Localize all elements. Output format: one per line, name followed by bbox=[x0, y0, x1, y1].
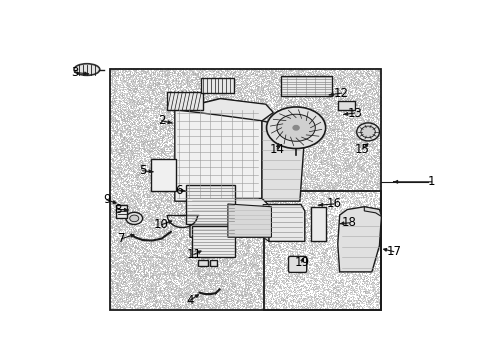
Text: 7: 7 bbox=[118, 232, 125, 245]
Bar bbox=[186, 185, 235, 224]
Text: 6: 6 bbox=[175, 184, 182, 197]
Bar bbox=[201, 78, 233, 93]
Polygon shape bbox=[268, 204, 304, 242]
Polygon shape bbox=[263, 204, 268, 242]
Bar bbox=[198, 260, 207, 266]
Ellipse shape bbox=[360, 126, 374, 138]
Text: 15: 15 bbox=[354, 143, 369, 156]
Polygon shape bbox=[364, 207, 381, 216]
Ellipse shape bbox=[74, 64, 100, 75]
Ellipse shape bbox=[266, 107, 325, 149]
Text: 2: 2 bbox=[158, 114, 165, 127]
Bar bbox=[209, 260, 216, 266]
Bar bbox=[264, 191, 380, 310]
Text: 3: 3 bbox=[71, 66, 78, 79]
Polygon shape bbox=[189, 198, 273, 237]
Polygon shape bbox=[337, 207, 381, 272]
Text: 16: 16 bbox=[326, 198, 341, 211]
Polygon shape bbox=[227, 204, 271, 237]
Text: 8: 8 bbox=[114, 203, 122, 216]
Bar bbox=[280, 76, 331, 96]
Text: 17: 17 bbox=[386, 245, 401, 258]
Circle shape bbox=[292, 126, 299, 130]
Text: 11: 11 bbox=[186, 248, 201, 261]
Bar bbox=[311, 207, 326, 242]
Bar bbox=[264, 191, 380, 310]
Bar bbox=[116, 205, 127, 219]
Text: 5: 5 bbox=[139, 164, 146, 177]
Text: 14: 14 bbox=[269, 143, 284, 156]
Bar bbox=[167, 92, 203, 110]
Polygon shape bbox=[175, 99, 262, 201]
Text: 1: 1 bbox=[427, 175, 435, 188]
Bar bbox=[151, 159, 176, 191]
Text: 9: 9 bbox=[102, 193, 110, 206]
Circle shape bbox=[129, 215, 139, 222]
Text: 19: 19 bbox=[294, 256, 308, 269]
Circle shape bbox=[126, 212, 142, 225]
Polygon shape bbox=[175, 99, 273, 121]
Text: 18: 18 bbox=[341, 216, 356, 229]
Bar bbox=[191, 226, 235, 257]
Text: 4: 4 bbox=[186, 294, 193, 307]
Text: 13: 13 bbox=[346, 107, 362, 120]
Text: 12: 12 bbox=[333, 87, 348, 100]
Bar bbox=[337, 100, 354, 110]
Text: 10: 10 bbox=[154, 218, 169, 231]
FancyBboxPatch shape bbox=[288, 256, 306, 273]
Ellipse shape bbox=[356, 123, 379, 141]
Ellipse shape bbox=[276, 114, 315, 141]
Bar bbox=[109, 69, 380, 310]
Polygon shape bbox=[262, 121, 303, 201]
